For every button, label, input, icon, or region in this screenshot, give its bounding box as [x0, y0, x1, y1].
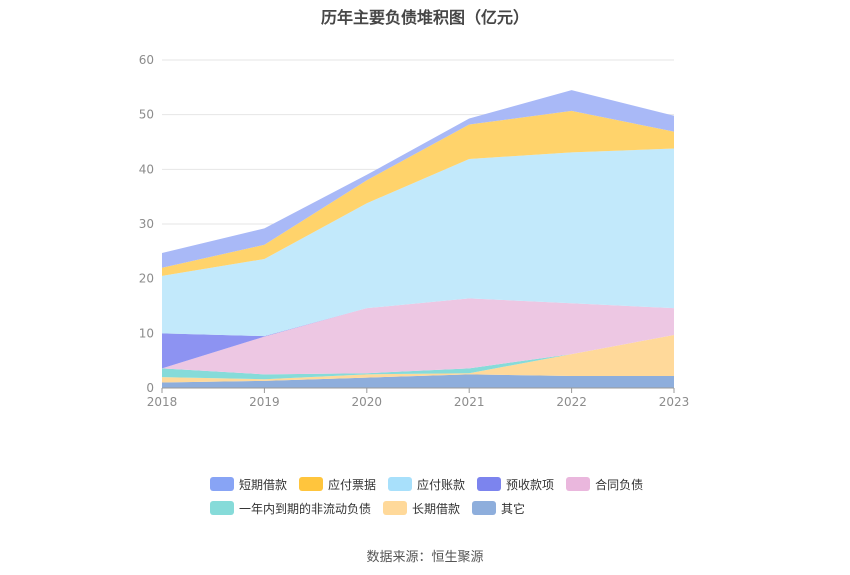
y-tick-label: 0 — [146, 381, 154, 395]
legend-swatch — [472, 501, 497, 515]
area-应付票据 — [162, 110, 674, 276]
legend-item[interactable]: 短期借款 — [210, 476, 287, 493]
y-tick-label: 30 — [139, 217, 154, 231]
area-合同负债 — [162, 298, 674, 375]
area-应付账款 — [162, 148, 674, 337]
x-tick-label: 2023 — [659, 395, 690, 409]
y-tick-label: 20 — [139, 272, 154, 286]
legend-item[interactable]: 应付票据 — [299, 476, 376, 493]
area-其它 — [162, 374, 674, 388]
y-tick-label: 10 — [139, 326, 154, 340]
x-tick-label: 2021 — [454, 395, 485, 409]
area-长期借款 — [162, 334, 674, 383]
legend-swatch — [383, 501, 408, 515]
legend-label: 长期借款 — [412, 501, 461, 516]
area-短期借款 — [162, 90, 674, 268]
legend-row: 一年内到期的非流动负债 长期借款 其它 — [210, 496, 670, 520]
legend-swatch — [388, 477, 413, 491]
legend-item[interactable]: 其它 — [472, 500, 525, 517]
legend-label: 预收款项 — [506, 477, 555, 492]
y-tick-label: 50 — [139, 108, 154, 122]
legend-label: 短期借款 — [239, 477, 288, 492]
legend-swatch — [299, 477, 324, 491]
legend-label: 合同负债 — [595, 477, 644, 492]
source-note: 数据来源：恒生聚源 — [366, 550, 484, 565]
area-一年内到期的非流动负债 — [162, 334, 674, 380]
legend-item[interactable]: 长期借款 — [383, 500, 460, 517]
y-tick-label: 60 — [139, 53, 154, 67]
x-tick-label: 2022 — [556, 395, 587, 409]
y-tick-label: 40 — [139, 162, 154, 176]
legend-swatch — [477, 477, 502, 491]
legend-swatch — [210, 501, 234, 515]
legend-item[interactable]: 合同负债 — [566, 476, 643, 493]
legend-item[interactable]: 一年内到期的非流动负债 — [210, 500, 371, 517]
legend-row: 短期借款 应付票据 应付账款 预收款项 合同负债 — [210, 472, 670, 496]
legend-item[interactable]: 应付账款 — [388, 476, 465, 493]
legend-label: 一年内到期的非流动负债 — [239, 501, 372, 516]
legend-swatch — [566, 477, 591, 491]
legend-label: 应付账款 — [417, 477, 466, 492]
legend: 短期借款 应付票据 应付账款 预收款项 合同负债 一年内到期的非流动负债 长期借款 其它 — [210, 472, 670, 520]
chart-title: 历年主要负债堆积图（亿元） — [320, 8, 529, 27]
legend-label: 应付票据 — [328, 477, 377, 492]
legend-label: 其它 — [501, 501, 526, 516]
x-tick-label: 2018 — [147, 395, 178, 409]
x-tick-label: 2020 — [352, 395, 383, 409]
legend-swatch — [210, 477, 234, 491]
x-tick-label: 2019 — [249, 395, 280, 409]
legend-item[interactable]: 预收款项 — [477, 476, 554, 493]
